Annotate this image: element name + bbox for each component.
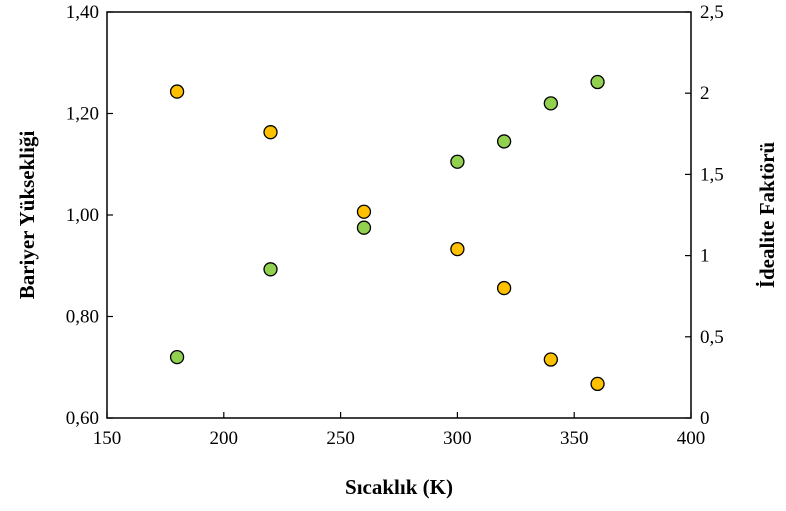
y-left-tick-label: 1,20 [66,104,99,125]
ideality-factor-point [356,204,372,219]
y-right-axis-title: İdealite Faktörü [755,141,779,288]
barrier-height-point [169,349,185,365]
y-right-tick-label: 0,5 [700,327,724,348]
barrier-height-point [356,220,372,235]
y-right-tick-label: 1,5 [700,164,724,185]
barrier-height-point [543,96,558,111]
x-tick-label: 250 [326,428,355,449]
ideality-factor-point [543,352,558,367]
x-axis-title: Sıcaklık (K) [345,475,453,499]
x-tick-label: 350 [560,428,589,449]
y-left-tick-label: 1,40 [66,2,99,23]
x-tick-label: 400 [677,428,706,449]
ideality-factor-point [590,376,605,392]
y-right-tick-label: 2,5 [700,2,724,23]
ticks-layer: 150 200 250 300 350 400 0,60 0,80 1,00 1,20 1,40 0 0… [66,2,724,449]
y-left-tick-label: 0,80 [66,307,99,328]
ideality-factor-point [496,280,512,296]
ideality-factor-point [169,84,185,99]
y-right-tick-label: 1 [700,246,710,267]
y-left-tick-label: 0,60 [66,408,99,429]
barrier-height-point [496,134,512,149]
barrier-height-point [450,154,465,169]
barrier-height-point [590,74,605,90]
x-tick-label: 150 [93,428,122,449]
barrier-height-point [263,262,278,277]
ideality-factor-point [263,125,278,140]
x-tick-label: 200 [210,428,239,449]
plot-area-frame [106,11,692,419]
y-left-tick-label: 1,00 [66,205,99,226]
ideality-factor-point [450,241,465,257]
y-left-axis-title: Bariyer Yüksekliği [15,131,39,300]
points-layer [169,74,605,392]
y-right-tick-label: 2 [700,83,710,104]
x-tick-label: 300 [443,428,472,449]
y-right-tick-label: 0 [700,408,710,429]
